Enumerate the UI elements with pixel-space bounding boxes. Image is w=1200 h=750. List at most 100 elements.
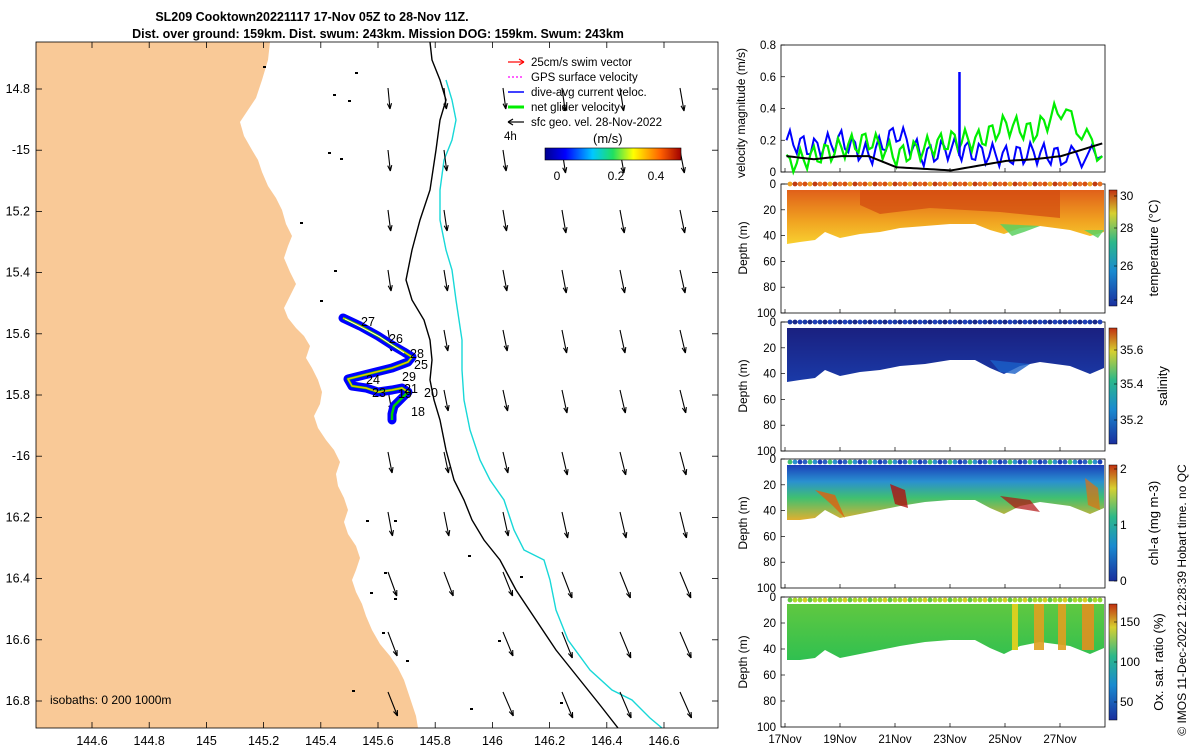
panel-ytick-label: 40 — [763, 231, 776, 243]
surface-sample-dot — [1022, 597, 1028, 603]
cbar-tick-label: 1 — [1120, 518, 1127, 532]
panel-ytick-label: 0.6 — [760, 72, 776, 84]
surface-sample-dot — [1037, 181, 1043, 187]
velocity-arrow — [443, 571, 454, 597]
lat-tick-label: 16.8 — [6, 694, 30, 708]
surface-sample-dot — [837, 597, 843, 603]
surface-sample-dot — [842, 459, 848, 465]
surface-sample-dot — [1082, 597, 1088, 603]
surface-sample-dot — [1062, 597, 1068, 603]
legend-entry-swim-vector: 25cm/s swim vector — [508, 57, 632, 69]
surface-sample-dot — [947, 181, 953, 187]
surface-sample-dot — [992, 597, 998, 603]
surface-sample-dot — [932, 319, 938, 325]
surface-sample-dot — [917, 319, 923, 325]
surface-sample-dot — [867, 597, 873, 603]
surface-sample-dot — [852, 181, 858, 187]
velocity-arrow — [387, 209, 393, 232]
surface-sample-dot — [987, 597, 993, 603]
surface-sample-dot — [972, 597, 978, 603]
surface-sample-dot — [1022, 319, 1028, 325]
lat-tick-label: -16 — [12, 449, 30, 463]
velocity-arrow — [619, 511, 628, 539]
depth-ylabel: Depth (m) — [736, 359, 750, 412]
salinity-panel — [780, 319, 1118, 452]
surface-sample-dot — [822, 459, 828, 465]
surface-sample-dot — [987, 319, 993, 325]
surface-sample-dot — [1042, 459, 1048, 465]
surface-sample-dot — [797, 597, 803, 603]
surface-sample-dot — [1057, 181, 1063, 187]
lon-tick-label: 144.6 — [76, 734, 107, 748]
velocity-arrow — [561, 87, 567, 112]
panel-ytick-label: 80 — [763, 696, 776, 708]
temperature-colorbar — [1108, 189, 1118, 307]
panel-ytick-label: 20 — [763, 480, 776, 492]
surface-sample-dot — [1007, 181, 1013, 187]
surface-sample-dot — [902, 597, 908, 603]
surface-sample-dot — [862, 181, 868, 187]
surface-sample-dot — [1087, 597, 1093, 603]
surface-sample-dot — [892, 459, 898, 465]
reef-dot — [355, 72, 358, 74]
surface-sample-dot — [1067, 319, 1073, 325]
surface-sample-dot — [977, 181, 983, 187]
panel-ytick-label: 80 — [763, 557, 776, 569]
day-label: 26 — [389, 332, 403, 346]
surface-sample-dot — [1097, 319, 1103, 325]
velocity-arrow — [443, 149, 449, 172]
surface-sample-dot — [1037, 597, 1043, 603]
cbar-tick-label: 24 — [1120, 293, 1134, 307]
surface-sample-dot — [857, 319, 863, 325]
reef-dot — [320, 300, 323, 302]
surface-sample-dot — [877, 597, 883, 603]
surface-sample-dot — [1027, 319, 1033, 325]
surface-sample-dot — [997, 597, 1003, 603]
surface-sample-dot — [977, 459, 983, 465]
panel-ytick-label: 40 — [763, 369, 776, 381]
velocity-arrow — [679, 571, 692, 599]
surface-sample-dot — [1032, 181, 1038, 187]
velocity-series-line — [786, 142, 1103, 172]
velocity-arrow — [619, 691, 632, 719]
speed-colorbar — [544, 147, 682, 161]
lon-tick-label: 144.8 — [134, 734, 165, 748]
panel-ytick-label: 80 — [763, 282, 776, 294]
velocity-arrow — [502, 149, 508, 172]
surface-sample-dot — [997, 181, 1003, 187]
surface-sample-dot — [922, 459, 928, 465]
surface-sample-dot — [892, 597, 898, 603]
surface-sample-dot — [857, 459, 863, 465]
cbar-tick-label: 28 — [1120, 221, 1134, 235]
credit-text: © IMOS 11-Dec-2022 12:28:39 Hobart time.… — [1175, 464, 1189, 736]
surface-sample-dot — [1037, 459, 1043, 465]
surface-sample-dot — [867, 459, 873, 465]
velocity-arrow — [619, 571, 631, 599]
surface-sample-dot — [1077, 319, 1083, 325]
surface-sample-dot — [1092, 459, 1098, 465]
reef-dot — [394, 598, 397, 600]
surface-sample-dot — [1012, 597, 1018, 603]
surface-sample-dot — [842, 597, 848, 603]
lat-tick-label: 15.8 — [6, 388, 30, 402]
panel-ytick-label: 0.2 — [760, 135, 776, 147]
surface-sample-dot — [822, 181, 828, 187]
surface-sample-dot — [1047, 319, 1053, 325]
day-label: 24 — [366, 373, 380, 387]
lon-tick-label: 145.4 — [305, 734, 336, 748]
surface-sample-dot — [987, 181, 993, 187]
surface-sample-dot — [807, 181, 813, 187]
surface-sample-dot — [927, 181, 933, 187]
colorbar-tick: 0.2 — [608, 169, 625, 183]
surface-sample-dot — [1052, 597, 1058, 603]
surface-sample-dot — [892, 319, 898, 325]
panel-ytick-label: 0 — [770, 454, 776, 466]
surface-sample-dot — [807, 319, 813, 325]
surface-sample-dot — [1027, 459, 1033, 465]
surface-sample-dot — [1077, 459, 1083, 465]
surface-sample-dot — [907, 459, 913, 465]
surface-sample-dot — [887, 181, 893, 187]
lon-tick-label: 146 — [482, 734, 503, 748]
surface-sample-dot — [902, 181, 908, 187]
surface-sample-dot — [927, 319, 933, 325]
